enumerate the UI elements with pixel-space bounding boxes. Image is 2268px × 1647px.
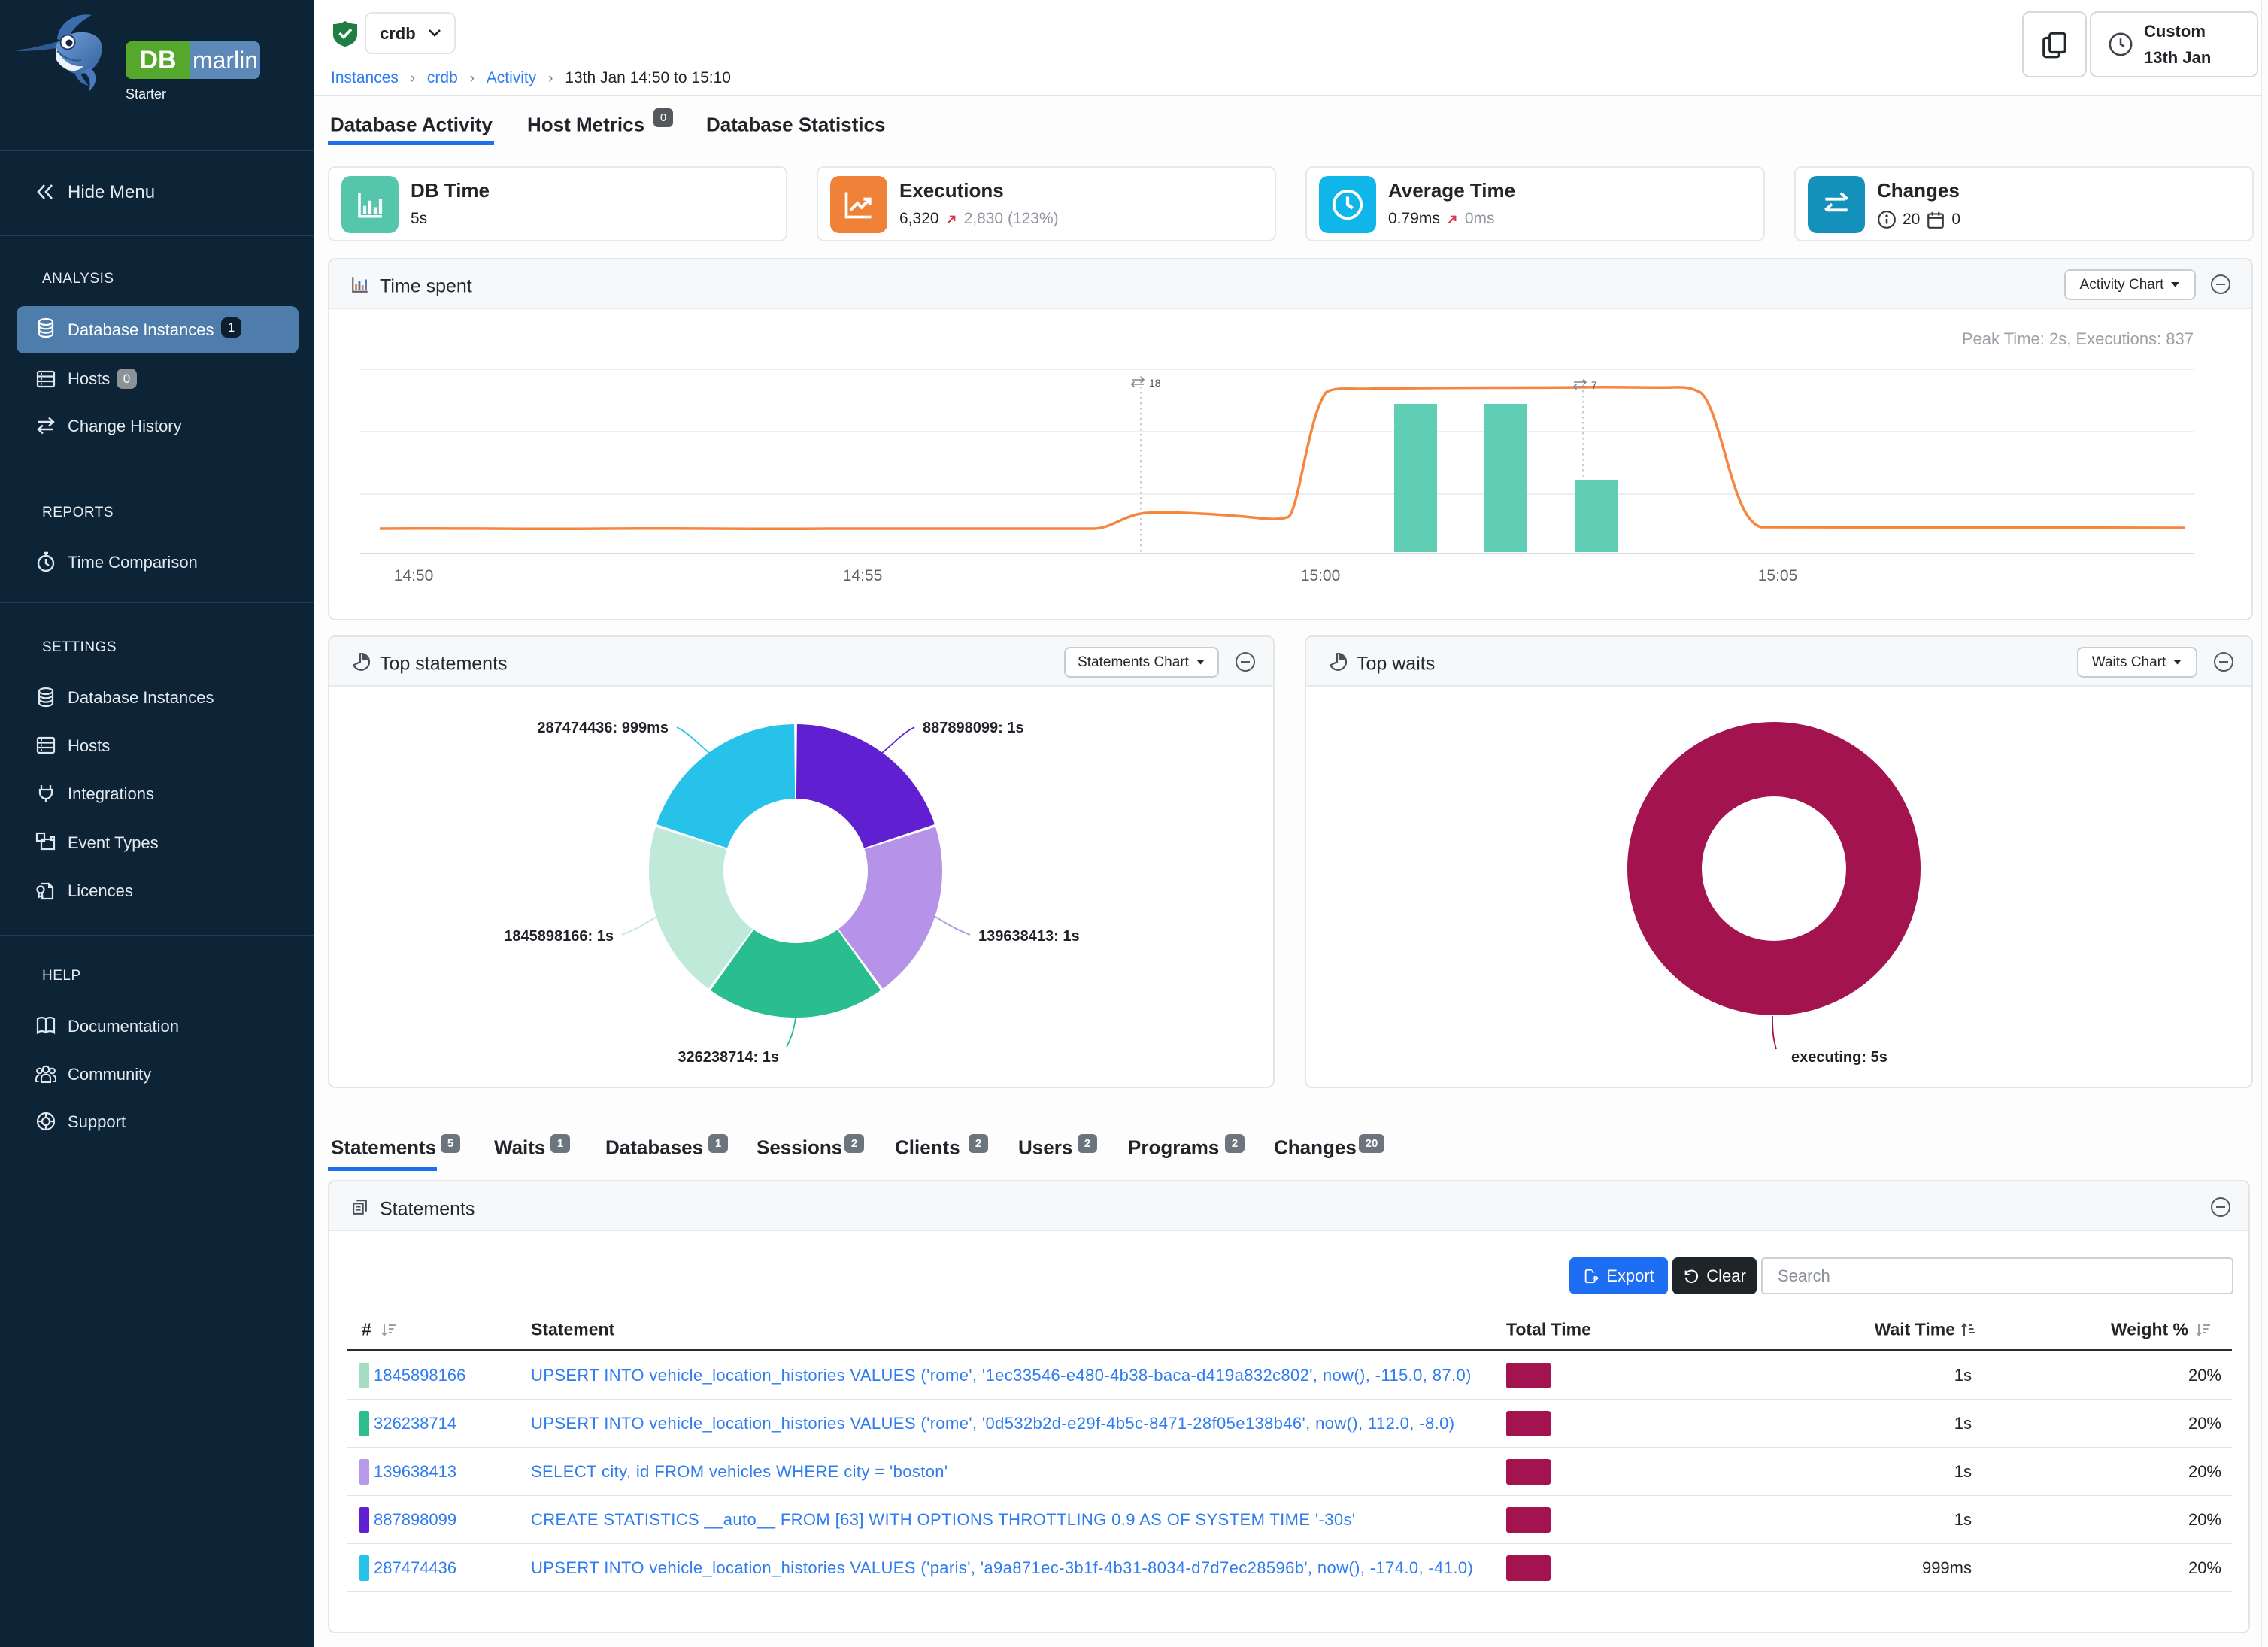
svg-text:Peak Time: 2s, Executions: 837: Peak Time: 2s, Executions: 837 [1962,329,2194,348]
svg-text:287474436: 999ms: 287474436: 999ms [537,720,669,736]
svg-text:15:00: 15:00 [1301,567,1341,584]
svg-text:14:50: 14:50 [394,567,434,584]
svg-text:18: 18 [1149,377,1161,389]
svg-text:326238714: 1s: 326238714: 1s [678,1049,779,1066]
svg-text:139638413: 1s: 139638413: 1s [978,928,1080,945]
svg-text:7: 7 [1591,379,1597,391]
svg-text:14:55: 14:55 [843,567,883,584]
svg-text:887898099: 1s: 887898099: 1s [923,720,1024,736]
svg-text:executing: 5s: executing: 5s [1791,1049,1887,1066]
svg-text:15:05: 15:05 [1758,567,1798,584]
svg-text:1845898166: 1s: 1845898166: 1s [504,928,614,945]
